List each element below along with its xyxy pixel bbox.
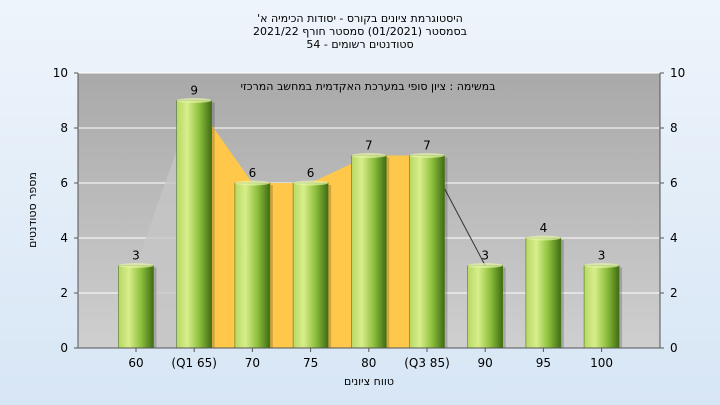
bar: [234, 182, 271, 349]
bars-group: 3 9 6 6 7 7 3 4 3: [118, 84, 623, 349]
axes-group: 0 0 2 2 4 4 6 6 8 8 10 10 60 (Q1 65) 70 75 80 (Q3 85) 90 95…: [53, 66, 686, 370]
data-label: 9: [190, 84, 198, 98]
x-tick-label: 100: [590, 356, 613, 370]
x-tick-label: (Q3 85): [404, 356, 450, 370]
bar-top: [467, 263, 503, 268]
x-tick-label: 95: [536, 356, 551, 370]
x-tick-label: 60: [128, 356, 143, 370]
data-label: 4: [540, 221, 548, 235]
y-tick-label-right: 0: [670, 341, 678, 355]
data-label: 7: [365, 139, 373, 153]
bar-top: [351, 153, 387, 158]
x-tick-label: 75: [303, 356, 318, 370]
bar-top: [409, 153, 445, 158]
data-label: 3: [132, 249, 140, 263]
bar: [467, 265, 504, 349]
chart-annotation: במשימה : ציון סופי במערכת האקדמית במחשב …: [241, 80, 496, 93]
x-tick-label: 90: [478, 356, 493, 370]
y-tick-label-right: 6: [670, 176, 678, 190]
y-tick-label-left: 6: [60, 176, 68, 190]
bar-top: [234, 180, 270, 186]
bar-top: [118, 263, 154, 268]
y-tick-label-right: 10: [670, 66, 685, 80]
bar-top: [293, 180, 329, 186]
bar: [525, 237, 562, 349]
x-axis-label: טווח ציונים: [344, 375, 394, 388]
y-tick-label-right: 2: [670, 286, 678, 300]
bar: [350, 155, 387, 349]
x-tick-label: 70: [245, 356, 260, 370]
bar: [409, 155, 445, 349]
bar-top: [584, 263, 620, 268]
bar: [292, 182, 329, 349]
y-tick-label-left: 10: [53, 66, 68, 80]
bar-top: [525, 235, 561, 241]
y-tick-label-right: 8: [670, 121, 678, 135]
x-tick-label: (Q1 65): [171, 356, 217, 370]
y-tick-label-left: 4: [60, 231, 68, 245]
chart-title-line-3: סטודנטים רשומים - 54: [306, 38, 413, 51]
y-axis-label: מספר סטודנטים: [26, 172, 39, 248]
data-label: 7: [423, 139, 431, 153]
y-tick-label-left: 0: [60, 341, 68, 355]
y-tick-label-left: 8: [60, 121, 68, 135]
bar: [583, 265, 620, 349]
data-label: 6: [249, 166, 257, 180]
x-tick-label: 80: [361, 356, 376, 370]
y-tick-label-right: 4: [670, 231, 678, 245]
bar: [176, 100, 212, 349]
bar-top: [176, 98, 212, 103]
data-label: 3: [481, 249, 489, 263]
chart-title-line-2: בסמסטר (01/2021) סמסטר חורף 2021/22: [253, 25, 467, 38]
data-label: 3: [598, 249, 606, 263]
chart-title-line-1: היסטוגרמת ציונים בקורס - יסודות הכימיה א…: [257, 12, 463, 25]
bar: [118, 265, 154, 349]
y-tick-label-left: 2: [60, 286, 68, 300]
data-label: 6: [307, 166, 315, 180]
